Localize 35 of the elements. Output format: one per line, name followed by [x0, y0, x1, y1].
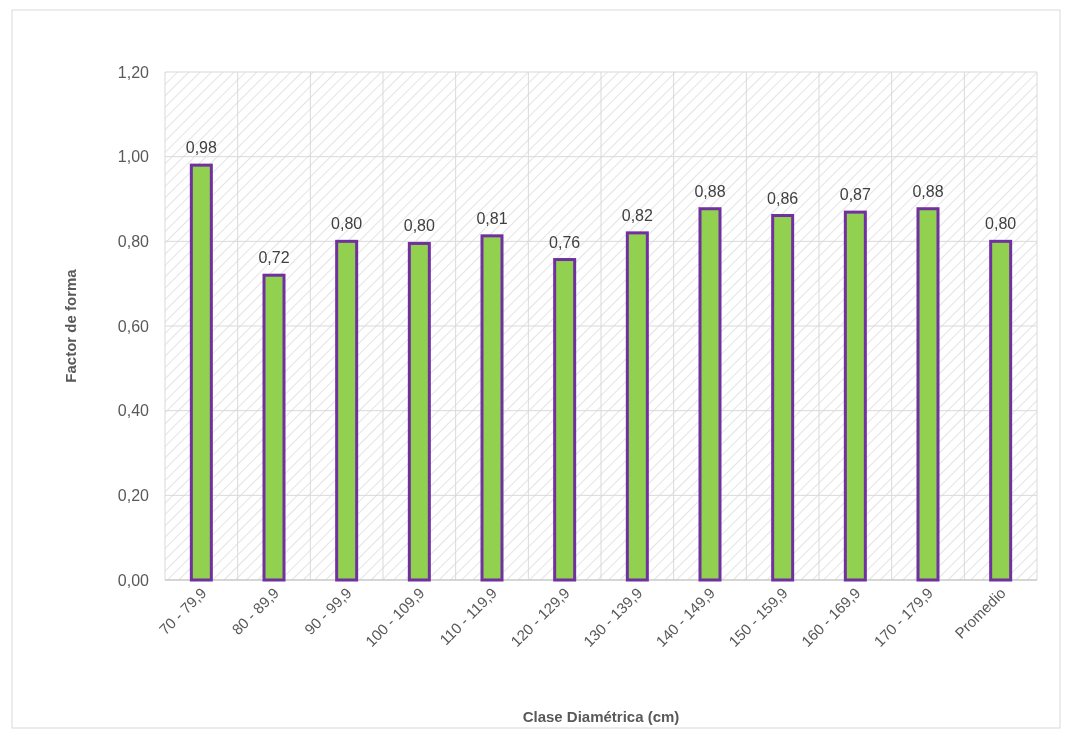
bar [335, 239, 359, 582]
data-label: 0,76 [549, 233, 581, 251]
bar [553, 258, 577, 582]
data-label: 0,82 [621, 206, 654, 224]
bar [625, 231, 649, 582]
y-tick-label: 1,00 [117, 148, 150, 166]
y-tick-label: 0,20 [117, 486, 150, 504]
bar [989, 239, 1013, 582]
bar [480, 234, 504, 582]
bar [916, 207, 940, 582]
bar [189, 163, 213, 582]
data-label: 0,80 [331, 215, 363, 233]
y-tick-label: 0,60 [117, 317, 150, 335]
data-label: 0,98 [185, 139, 218, 157]
bar [698, 207, 722, 582]
data-label: 0,88 [694, 182, 726, 200]
bar [407, 241, 431, 582]
data-label: 0,72 [258, 249, 290, 267]
y-tick-label: 0,00 [117, 571, 150, 589]
data-label: 0,87 [839, 186, 872, 204]
data-label: 0,88 [912, 182, 944, 200]
y-axis-title: Factor de forma [62, 268, 79, 383]
y-tick-label: 1,20 [117, 63, 150, 81]
data-label: 0,80 [403, 217, 436, 235]
data-label: 0,81 [476, 209, 508, 227]
bar [262, 273, 286, 582]
y-tick-label: 0,80 [117, 232, 150, 250]
x-tick-label: 70 - 79,9 [155, 584, 210, 638]
y-tick-label: 0,40 [117, 402, 150, 420]
data-label: 0,86 [767, 189, 799, 207]
data-label: 0,80 [985, 215, 1017, 233]
bar [843, 210, 867, 582]
x-axis-title: Clase Diamétrica (cm) [522, 708, 680, 725]
x-tick-label: 90 - 99,9 [300, 584, 355, 638]
bar [771, 214, 795, 582]
